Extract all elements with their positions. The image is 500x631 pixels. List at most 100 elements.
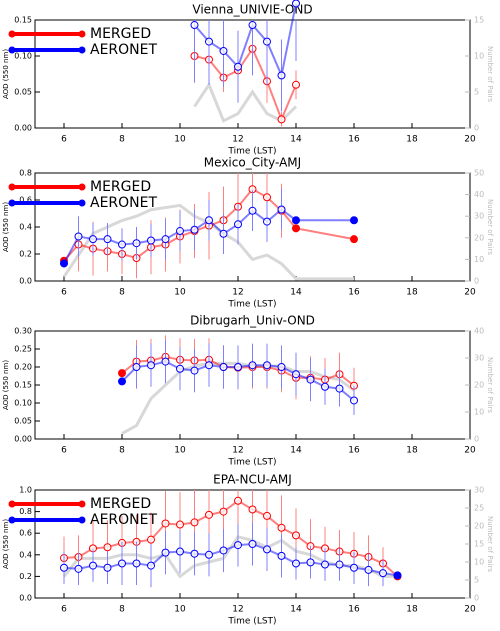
marker [219,363,228,371]
marker [205,361,213,370]
legend-label: AERONET [90,42,157,58]
marker [277,115,286,124]
x-tick-label: 18 [406,446,418,456]
marker [248,361,257,370]
legend-dot [8,46,16,54]
y-tick-label: 0.8 [19,507,32,516]
y-tick-label: 0.0 [19,277,32,286]
marker [234,496,242,505]
marker [292,216,300,225]
x-tick-label: 6 [61,446,67,456]
marker [205,510,213,519]
chart-title: EPA-NCU-AMJ [213,473,292,487]
marker [306,558,315,567]
y2-tick-label: 10 [474,52,484,61]
y2-axis-label: Number of Pairs [486,357,494,413]
marker [234,363,242,371]
marker [219,46,228,55]
marker [161,519,170,528]
marker [263,511,271,520]
x-axis-label: Time (LST) [227,147,276,157]
series-line [63,542,398,577]
y2-tick-label: 30 [474,486,484,495]
y-tick-label: 0.05 [14,417,32,426]
marker [74,564,83,573]
y-tick-label: 0.6 [19,529,32,538]
marker [60,259,68,268]
marker [292,80,300,89]
x-tick-label: 10 [174,288,186,298]
x-tick-label: 16 [348,288,360,298]
marker [118,377,126,386]
marker [118,559,126,568]
marker [205,216,213,225]
marker [74,232,83,241]
legend-dot [78,500,86,508]
x-tick-label: 14 [290,135,302,145]
marker [161,357,170,366]
y2-tick-label: 30 [474,354,484,363]
y-tick-label: 0.30 [14,327,32,336]
x-tick-label: 14 [290,288,302,298]
marker [364,565,373,574]
y2-tick-label: 10 [474,558,484,567]
y2-axis-label: Number of Pairs [486,199,494,255]
x-tick-label: 12 [232,288,243,298]
y-axis-label: AOD (550 nm) [2,202,10,252]
y2-axis-label: Number of Pairs [486,46,494,102]
legend-dot [8,516,16,524]
y2-tick-label: 50 [474,169,484,178]
marker [292,531,300,540]
legend-label: MERGED [90,26,151,42]
marker [103,543,112,552]
x-tick-label: 8 [119,135,125,145]
legend-label: AERONET [90,195,157,211]
marker [234,541,242,550]
marker [147,535,155,544]
x-tick-label: 20 [464,288,476,298]
y2-tick-label: 10 [474,255,484,264]
y-tick-label: 0.8 [19,169,32,178]
x-axis-label: Time (LST) [227,300,276,310]
marker [292,224,300,233]
marker [190,366,199,375]
x-tick-label: 20 [464,605,476,615]
legend-dot [78,183,86,191]
marker [292,559,300,568]
y2-tick-label: 25 [474,504,484,513]
marker [248,540,257,548]
marker [263,361,271,370]
marker [60,563,68,572]
marker [190,21,199,30]
marker [176,364,184,373]
marker [277,523,286,532]
x-tick-label: 18 [406,288,418,298]
marker [176,227,184,236]
marker [219,229,228,238]
legend-dot [78,30,86,38]
x-tick-label: 12 [232,605,243,615]
x-tick-label: 12 [232,446,243,456]
marker [118,240,126,249]
y-tick-label: 0.10 [14,52,32,61]
marker [219,546,228,555]
legend-dot [8,183,16,191]
y2-tick-label: 0 [474,435,479,444]
y-tick-label: 0.15 [14,16,32,25]
marker [292,370,300,379]
marker [205,37,213,46]
x-tick-label: 6 [61,605,67,615]
marker [277,205,286,214]
legend-label: MERGED [90,179,151,195]
marker [350,396,358,405]
marker [161,548,170,557]
x-axis-label: Time (LST) [227,458,276,468]
pairs-line [62,203,354,281]
y-tick-label: 0.4 [19,223,32,232]
y2-tick-label: 0 [474,277,479,286]
marker [132,559,141,568]
marker [263,545,271,554]
legend-dot [78,516,86,524]
x-tick-label: 12 [232,135,243,145]
marker [147,361,155,370]
